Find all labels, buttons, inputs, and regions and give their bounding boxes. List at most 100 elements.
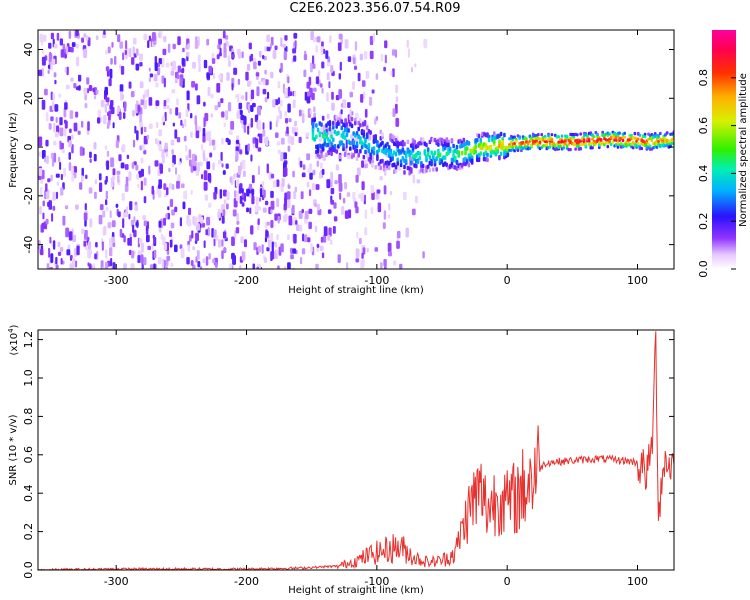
heatmap-signal-cell bbox=[321, 115, 325, 121]
heatmap-noise-cell bbox=[290, 254, 294, 260]
heatmap-noise-cell bbox=[369, 96, 373, 106]
heatmap-signal-cell bbox=[587, 139, 591, 143]
heatmap-noise-cell bbox=[146, 134, 150, 140]
heatmap-noise-cell bbox=[53, 72, 57, 78]
heatmap-noise-cell bbox=[68, 162, 72, 171]
heatmap-noise-cell bbox=[406, 39, 409, 48]
heatmap-noise-cell bbox=[328, 81, 331, 89]
heatmap-noise-cell bbox=[266, 34, 270, 43]
heatmap-noise-cell bbox=[308, 189, 312, 197]
heatmap-signal-cell bbox=[523, 142, 527, 146]
heatmap-noise-cell bbox=[298, 136, 302, 144]
heatmap-noise-cell bbox=[45, 218, 49, 225]
heatmap-noise-cell bbox=[380, 262, 383, 269]
heatmap-noise-cell bbox=[87, 121, 90, 131]
heatmap-noise-cell bbox=[219, 189, 223, 199]
heatmap-noise-cell bbox=[313, 37, 317, 42]
heatmap-noise-cell bbox=[220, 151, 223, 162]
heatmap-noise-cell bbox=[302, 164, 306, 170]
heatmap-noise-cell bbox=[212, 73, 216, 79]
heatmap-signal-cell bbox=[506, 152, 510, 158]
heatmap-signal-cell bbox=[576, 133, 579, 137]
heatmap-noise-cell bbox=[294, 120, 297, 127]
heatmap-noise-cell bbox=[169, 182, 172, 190]
heatmap-noise-cell bbox=[139, 122, 143, 128]
heatmap-noise-cell bbox=[287, 86, 291, 97]
heatmap-noise-cell bbox=[130, 91, 135, 98]
heatmap-noise-cell bbox=[69, 128, 72, 134]
heatmap-noise-cell bbox=[124, 49, 127, 56]
heatmap-noise-cell bbox=[270, 71, 274, 79]
heatmap-noise-cell bbox=[344, 210, 349, 219]
heatmap-noise-cell bbox=[232, 209, 237, 217]
heatmap-noise-cell bbox=[208, 253, 211, 260]
heatmap-noise-cell bbox=[217, 212, 221, 219]
heatmap-noise-cell bbox=[293, 233, 297, 244]
heatmap-signal-cell bbox=[365, 125, 369, 130]
heatmap-noise-cell bbox=[54, 104, 59, 112]
heatmap-signal-cell bbox=[467, 141, 471, 146]
heatmap-signal-cell bbox=[321, 147, 325, 152]
heatmap-signal-cell bbox=[462, 137, 466, 143]
heatmap-signal-cell bbox=[476, 138, 479, 143]
heatmap-signal-cell bbox=[550, 133, 554, 137]
heatmap-noise-cell bbox=[218, 159, 222, 165]
heatmap-noise-cell bbox=[75, 204, 79, 210]
heatmap-signal-cell bbox=[381, 158, 384, 164]
heatmap-noise-cell bbox=[272, 50, 277, 59]
heatmap-signal-cell bbox=[465, 146, 469, 151]
heatmap-noise-cell bbox=[359, 53, 363, 61]
heatmap-noise-cell bbox=[178, 161, 181, 166]
heatmap-noise-cell bbox=[403, 191, 407, 201]
heatmap-signal-cell bbox=[615, 138, 618, 142]
heatmap-noise-cell bbox=[327, 209, 332, 214]
heatmap-noise-cell bbox=[166, 187, 169, 196]
heatmap-noise-cell bbox=[170, 222, 175, 229]
heatmap-noise-cell bbox=[259, 197, 262, 202]
heatmap-noise-cell bbox=[79, 146, 84, 156]
heatmap-noise-cell bbox=[205, 256, 209, 266]
heatmap-signal-cell bbox=[357, 153, 360, 158]
heatmap-noise-cell bbox=[98, 173, 102, 181]
heatmap-noise-cell bbox=[120, 162, 125, 169]
heatmap-noise-cell bbox=[162, 258, 165, 269]
heatmap-noise-cell bbox=[280, 151, 284, 162]
heatmap-signal-cell bbox=[418, 155, 421, 161]
heatmap-noise-cell bbox=[76, 245, 80, 256]
heatmap-noise-cell bbox=[38, 69, 43, 77]
heatmap-signal-cell bbox=[623, 135, 626, 139]
heatmap-noise-cell bbox=[55, 173, 60, 178]
heatmap-noise-cell bbox=[214, 105, 218, 111]
heatmap-signal-cell bbox=[403, 170, 406, 175]
heatmap-noise-cell bbox=[195, 130, 200, 139]
heatmap-noise-cell bbox=[169, 232, 173, 237]
heatmap-noise-cell bbox=[176, 180, 180, 189]
heatmap-signal-cell bbox=[404, 159, 408, 164]
heatmap-signal-cell bbox=[421, 137, 425, 142]
heatmap-noise-cell bbox=[352, 57, 356, 65]
heatmap-noise-cell bbox=[109, 247, 113, 257]
heatmap-noise-cell bbox=[218, 38, 222, 45]
heatmap-noise-cell bbox=[182, 201, 186, 210]
heatmap-noise-cell bbox=[53, 43, 58, 49]
heatmap-noise-cell bbox=[97, 109, 102, 119]
colorbar-tick-label: 0.2 bbox=[697, 212, 710, 230]
heatmap-noise-cell bbox=[252, 142, 255, 149]
heatmap-noise-cell bbox=[57, 241, 61, 248]
heatmap-noise-cell bbox=[237, 78, 241, 85]
heatmap-noise-cell bbox=[140, 180, 143, 191]
heatmap-noise-cell bbox=[355, 112, 359, 120]
heatmap-noise-cell bbox=[329, 35, 332, 43]
heatmap-signal-cell bbox=[486, 152, 489, 158]
heatmap-noise-cell bbox=[362, 247, 366, 255]
heatmap-signal-cell bbox=[487, 137, 491, 143]
heatmap-noise-cell bbox=[226, 191, 230, 201]
heatmap-noise-cell bbox=[355, 248, 359, 259]
heatmap-noise-cell bbox=[63, 108, 67, 118]
heatmap-noise-cell bbox=[293, 55, 297, 62]
heatmap-noise-cell bbox=[191, 230, 194, 239]
heatmap-noise-cell bbox=[370, 207, 374, 214]
heatmap-noise-cell bbox=[259, 133, 263, 144]
heatmap-noise-cell bbox=[337, 254, 341, 263]
